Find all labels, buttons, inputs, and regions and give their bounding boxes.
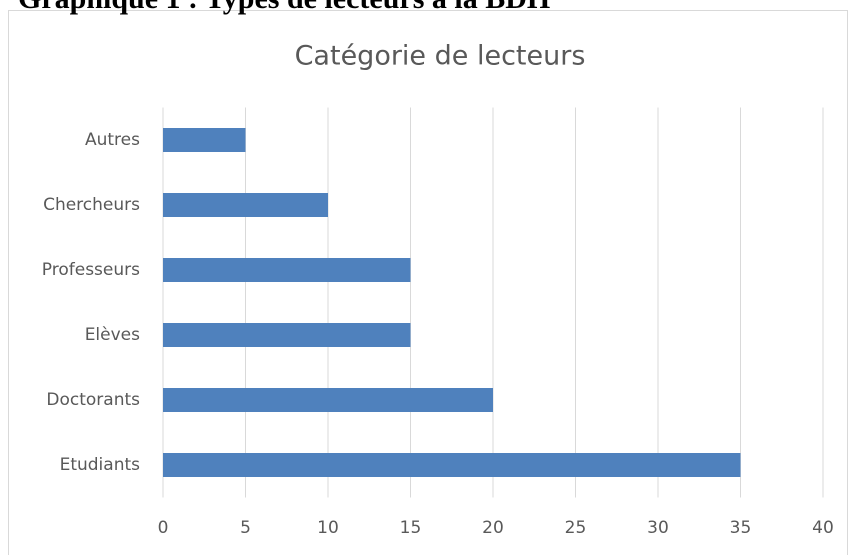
y-tick-label: Doctorants bbox=[46, 390, 140, 410]
x-tick-label: 40 bbox=[812, 518, 834, 538]
chart-title: Catégorie de lecteurs bbox=[295, 41, 586, 72]
bar bbox=[163, 128, 246, 152]
y-tick-label: Professeurs bbox=[42, 260, 140, 280]
bar bbox=[163, 193, 328, 217]
x-tick-label: 15 bbox=[400, 518, 422, 538]
bar bbox=[163, 258, 411, 282]
x-tick-label: 0 bbox=[158, 518, 169, 538]
x-tick-label: 5 bbox=[240, 518, 251, 538]
y-tick-label: Chercheurs bbox=[43, 195, 140, 215]
heading: Graphique 1 : Types de lecteurs à la BDH bbox=[18, 0, 550, 15]
y-tick-label: Autres bbox=[85, 130, 140, 150]
y-tick-label: Etudiants bbox=[60, 455, 141, 475]
x-tick-label: 25 bbox=[565, 518, 587, 538]
x-tick-label: 10 bbox=[317, 518, 339, 538]
x-tick-label: 20 bbox=[482, 518, 504, 538]
bar bbox=[163, 388, 493, 412]
y-tick-label: Elèves bbox=[85, 325, 140, 345]
x-tick-label: 35 bbox=[730, 518, 752, 538]
x-tick-label: 30 bbox=[647, 518, 669, 538]
bar bbox=[163, 453, 741, 477]
bar bbox=[163, 323, 411, 347]
